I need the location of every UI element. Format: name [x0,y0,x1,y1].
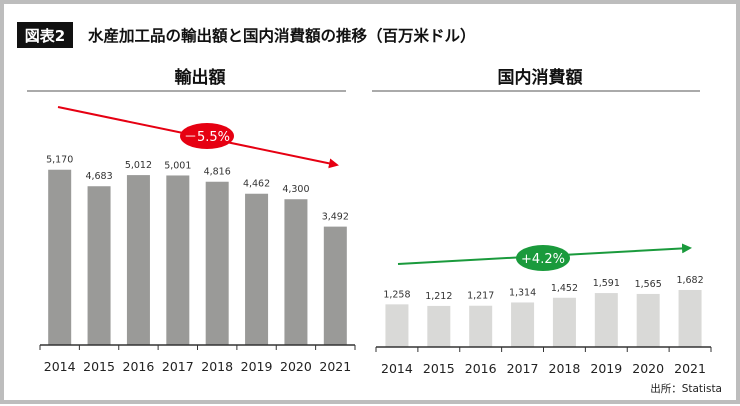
export-value-label-2016: 5,012 [125,160,152,171]
figure-badge-text: 図表2 [25,27,65,45]
export-bar-2016 [126,175,150,345]
figure-badge [17,22,73,48]
domestic-trend-badge [516,245,570,271]
domestic-x-tick-2016: 2016 [465,361,497,376]
figure-title: 水産加工品の輸出額と国内消費額の推移（百万米ドル） [88,26,476,45]
export-bar-2017 [166,175,190,345]
domestic-bar-2020 [636,293,660,347]
export-bar-2019 [245,193,269,345]
domestic-chart-title: 国内消費額 [498,67,583,88]
domestic-value-label-2021: 1,682 [676,275,703,286]
export-bar-2021 [323,226,347,345]
export-x-tick-2019: 2019 [241,359,273,374]
export-value-label-2014: 5,170 [46,155,73,166]
export-bar-2015 [87,186,111,345]
source-note: 出所：Statista [650,382,722,395]
export-value-label-2021: 3,492 [322,212,349,223]
export-chart-title: 輸出額 [175,67,226,88]
export-x-tick-2021: 2021 [319,359,351,374]
domestic-bar-2019 [594,293,618,347]
export-value-label-2017: 5,001 [164,160,191,171]
export-value-label-2020: 4,300 [282,184,309,195]
domestic-bar-2018 [552,297,576,347]
export-value-label-2019: 4,462 [243,179,270,190]
domestic-value-label-2018: 1,452 [551,283,578,294]
export-value-label-2015: 4,683 [85,171,112,182]
export-bar-2020 [284,199,308,345]
domestic-bar-2021 [678,289,702,347]
domestic-value-label-2017: 1,314 [509,287,536,298]
domestic-value-label-2019: 1,591 [593,278,620,289]
domestic-bar-2014 [385,304,409,347]
export-x-tick-2015: 2015 [83,359,115,374]
export-trend-badge [180,123,234,149]
export-bar-2018 [205,181,229,345]
domestic-x-tick-2020: 2020 [632,361,664,376]
export-trend-label: －5.5% [184,130,230,145]
export-value-label-2018: 4,816 [204,167,231,178]
domestic-x-tick-2021: 2021 [674,361,706,376]
export-x-tick-2018: 2018 [201,359,233,374]
export-x-tick-2020: 2020 [280,359,312,374]
domestic-value-label-2014: 1,258 [383,289,410,300]
domestic-bar-2017 [511,302,535,347]
domestic-bar-2016 [469,305,493,347]
domestic-bar-2015 [427,305,451,347]
export-x-tick-2014: 2014 [44,359,76,374]
domestic-x-tick-2017: 2017 [507,361,539,376]
domestic-x-tick-2019: 2019 [590,361,622,376]
domestic-trend-label: +4.2% [521,252,565,267]
domestic-x-tick-2018: 2018 [549,361,581,376]
domestic-value-label-2015: 1,212 [425,291,452,302]
domestic-value-label-2016: 1,217 [467,291,494,302]
domestic-x-tick-2014: 2014 [381,361,413,376]
domestic-x-tick-2015: 2015 [423,361,455,376]
export-x-tick-2017: 2017 [162,359,194,374]
export-bar-2014 [48,169,72,345]
export-x-tick-2016: 2016 [123,359,155,374]
domestic-value-label-2020: 1,565 [635,279,662,290]
